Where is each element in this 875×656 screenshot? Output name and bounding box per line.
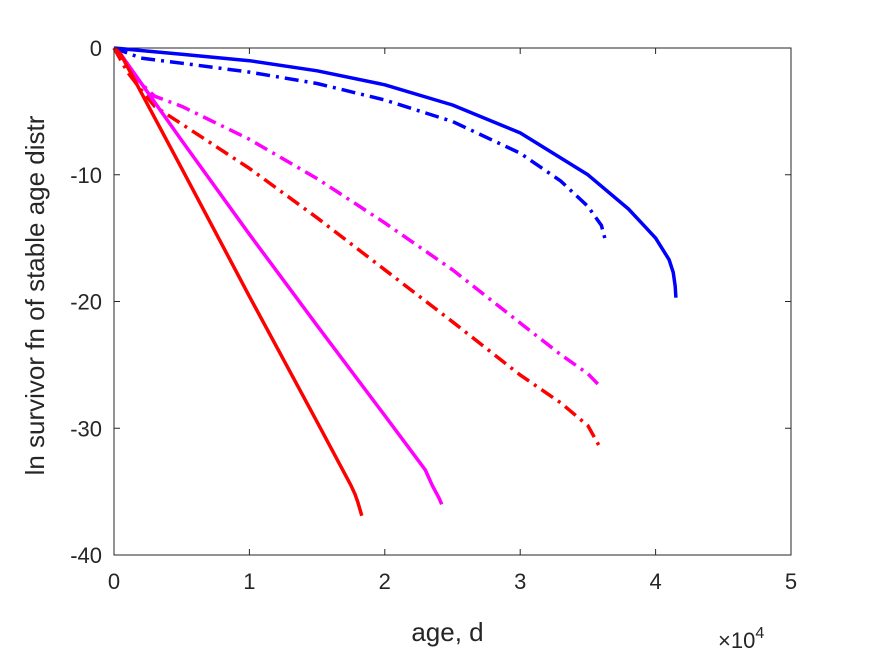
x-tick-label: 2 <box>379 569 391 594</box>
y-tick-label: -10 <box>70 163 102 188</box>
x-tick-label: 4 <box>649 569 661 594</box>
series-line-6 <box>112 46 364 517</box>
x-axis-label: age, d <box>411 617 483 647</box>
y-tick-label: -20 <box>70 290 102 315</box>
series-line-3 <box>112 46 603 389</box>
x-tick-label: 0 <box>108 569 120 594</box>
y-tick-label: -40 <box>70 543 102 568</box>
x-tick-label: 3 <box>514 569 526 594</box>
x-axis-exponent-power: 4 <box>755 625 764 642</box>
x-axis-exponent-base: ×10 <box>718 628 755 653</box>
y-tick-label: -30 <box>70 416 102 441</box>
x-tick-label: 1 <box>243 569 255 594</box>
tick-layer: 0 1 2 3 4 5 0 -10 -20 -30 -40 <box>70 36 797 594</box>
y-axis-label: ln survivor fn of stable age distr <box>20 115 50 475</box>
series-layer <box>112 46 678 517</box>
y-tick-label: 0 <box>90 36 102 61</box>
series-line-1 <box>113 46 678 298</box>
x-axis-exponent: ×104 <box>718 625 764 653</box>
plot-area <box>113 47 792 556</box>
x-tick-label: 5 <box>785 569 797 594</box>
series-line-2 <box>113 46 608 242</box>
series-line-5 <box>112 46 444 505</box>
